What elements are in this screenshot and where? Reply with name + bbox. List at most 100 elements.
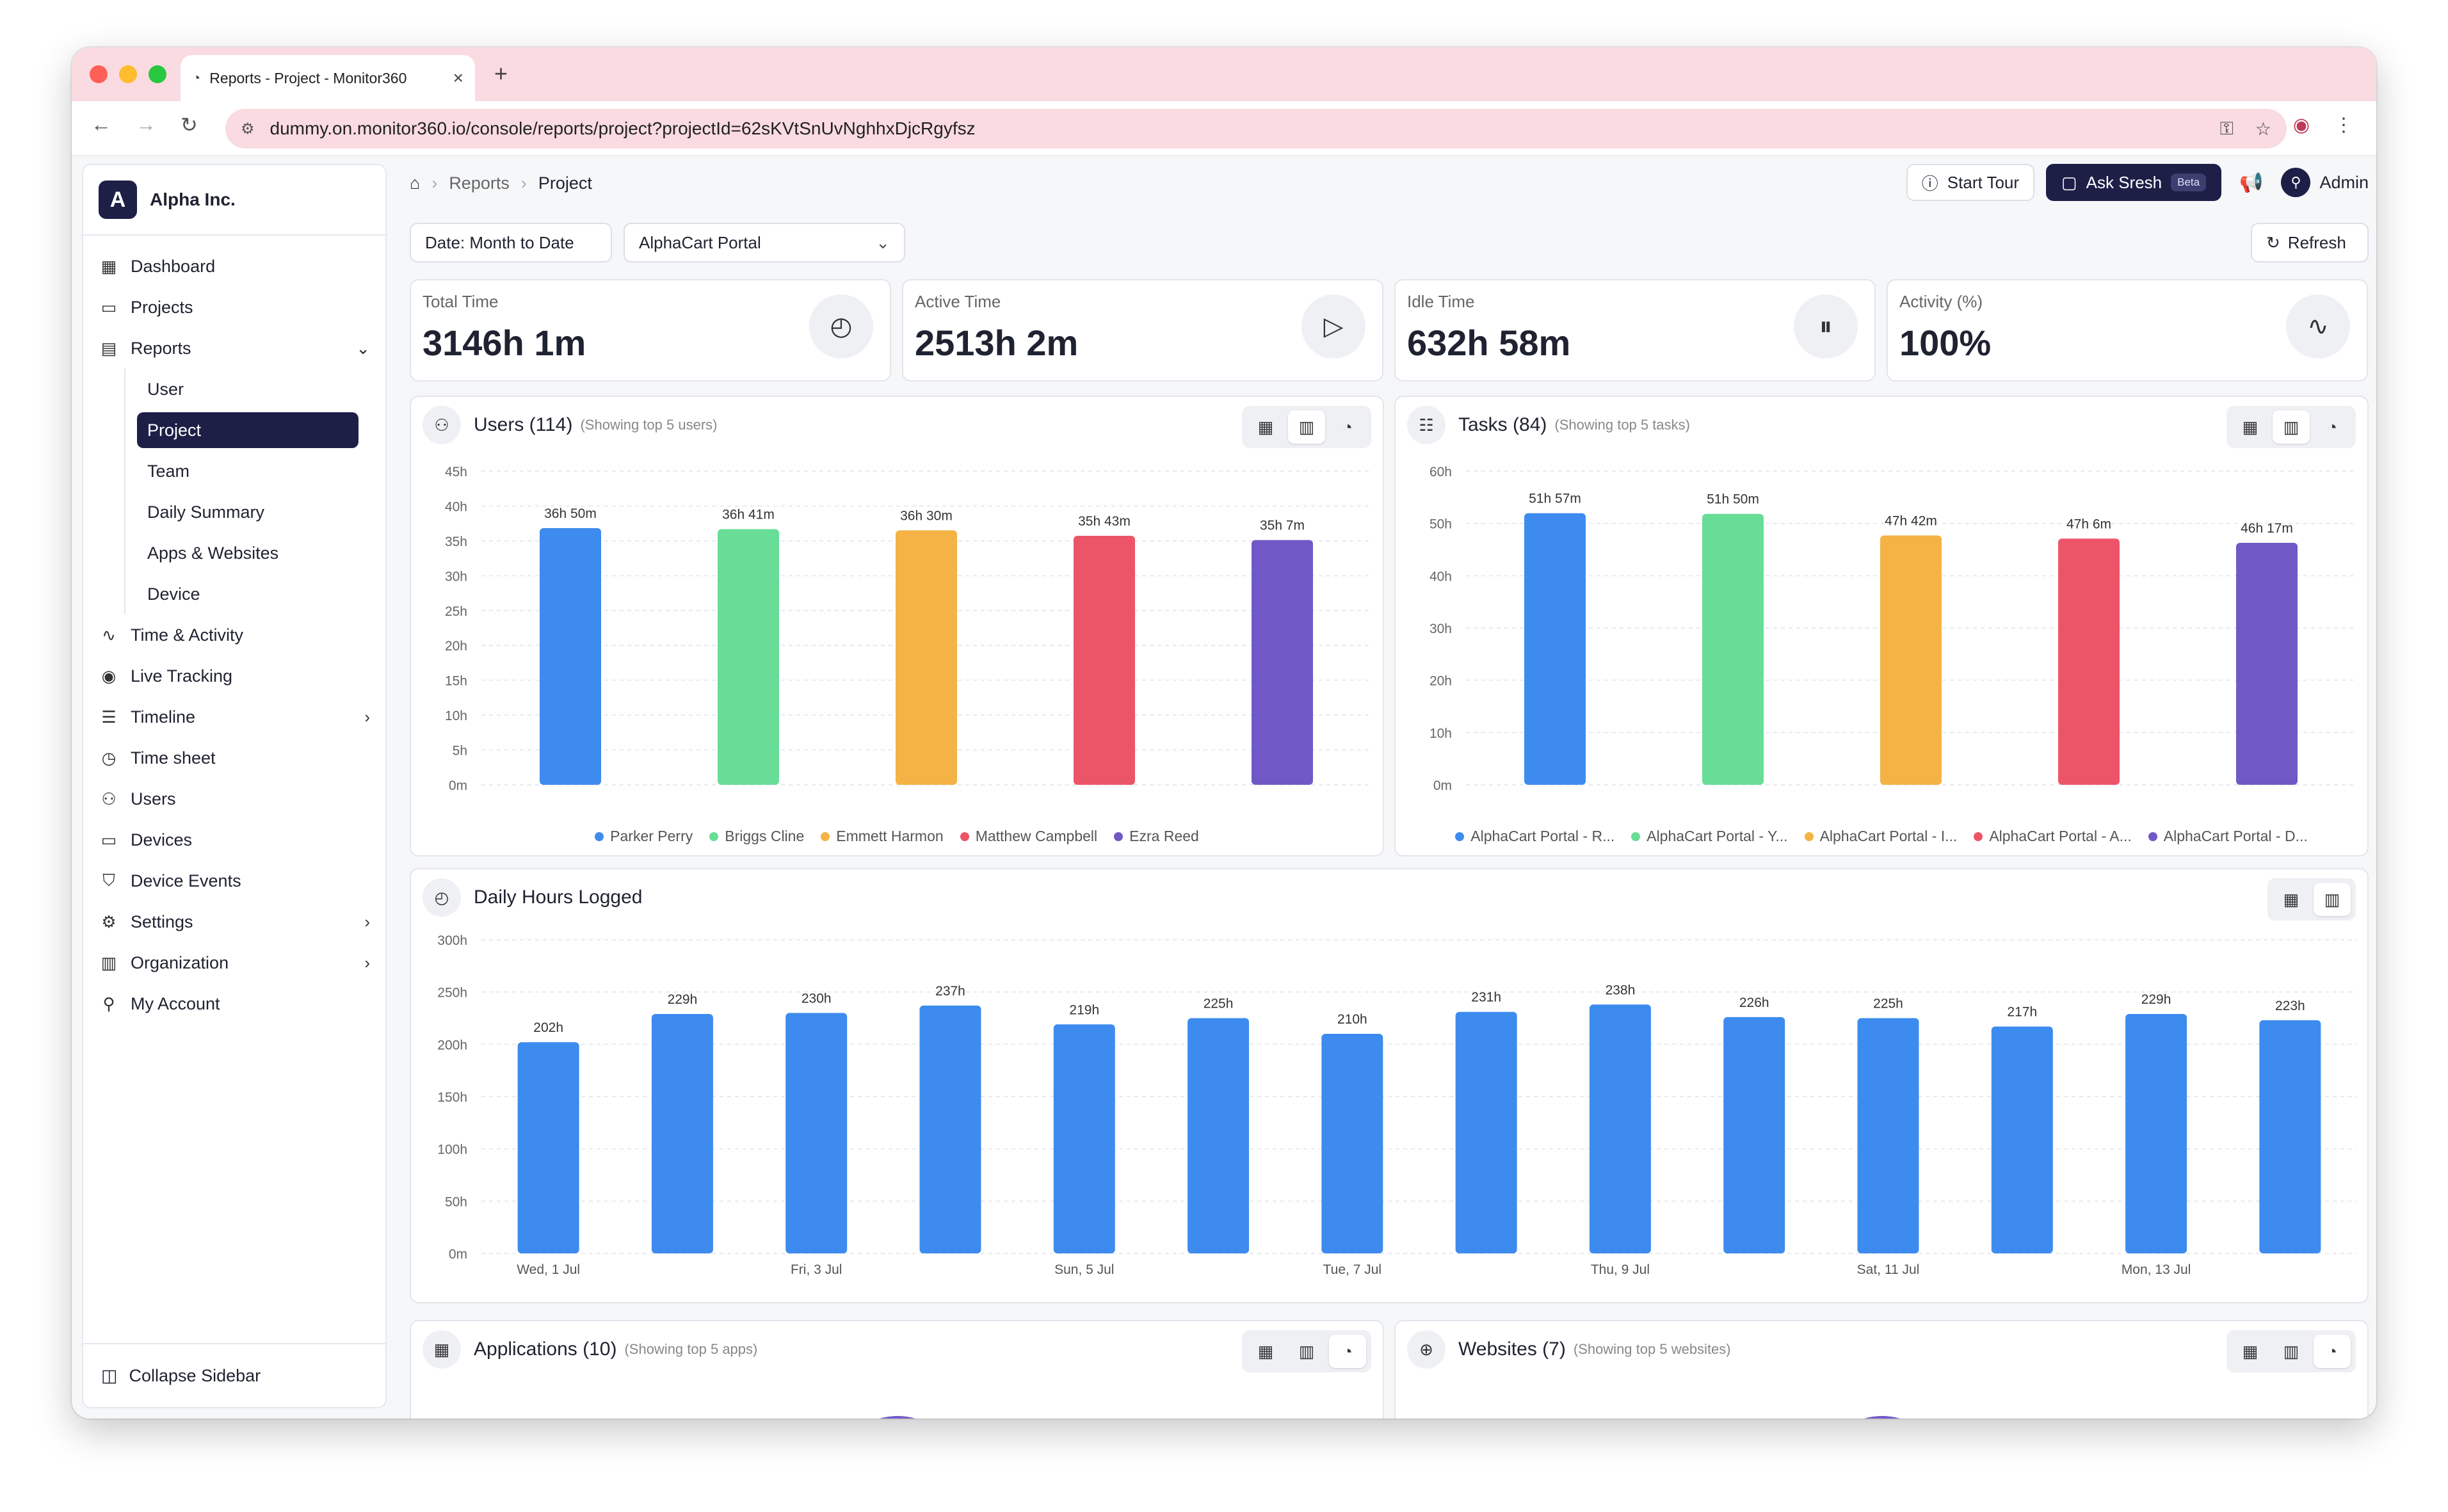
bar: [919, 1005, 981, 1253]
sidebar-item-live-tracking[interactable]: ◉ Live Tracking: [99, 655, 370, 696]
maximize-window-button[interactable]: [149, 65, 166, 83]
site-info-icon[interactable]: ⚙: [241, 120, 255, 138]
legend-swatch: [2148, 832, 2157, 841]
bar: [1074, 536, 1135, 785]
legend-item[interactable]: Parker Perry: [595, 828, 693, 845]
globe-icon: ⊕: [1407, 1330, 1445, 1369]
project-select[interactable]: AlphaCart Portal ⌄: [624, 223, 905, 262]
sidebar-item-dashboard[interactable]: ▦ Dashboard: [99, 246, 370, 287]
brand[interactable]: A Alpha Inc.: [83, 165, 385, 236]
sidebar-item-users[interactable]: ⚇ Users: [99, 778, 370, 819]
table-view-icon[interactable]: ▦: [1257, 1341, 1274, 1361]
announcement-icon[interactable]: 📢: [2239, 172, 2264, 193]
sidebar-item-projects[interactable]: ▭ Projects: [99, 287, 370, 328]
bookmark-star-icon[interactable]: ☆: [2255, 118, 2271, 139]
profile-icon[interactable]: ◉: [2292, 115, 2310, 136]
sidebar-item-label: Device Events: [131, 871, 241, 890]
avatar: ⚲: [2281, 168, 2311, 197]
view-toggle: ▦ ▥: [2267, 878, 2356, 921]
legend-item[interactable]: AlphaCart Portal - D...: [2148, 828, 2308, 845]
bar-chart-icon[interactable]: ▥: [2283, 1341, 2299, 1361]
data-label: 230h: [801, 991, 832, 1006]
sidebar-item-time-sheet[interactable]: ◷ Time sheet: [99, 737, 370, 778]
browser-menu-icon[interactable]: ⋮: [2334, 115, 2353, 136]
legend-item[interactable]: Matthew Campbell: [960, 828, 1097, 845]
user-menu[interactable]: ⚲ Admin: [2281, 168, 2369, 197]
legend-swatch: [1455, 832, 1465, 841]
bar: [1455, 1011, 1517, 1253]
legend-swatch: [595, 832, 604, 841]
legend-item[interactable]: AlphaCart Portal - R...: [1455, 828, 1615, 845]
legend-item[interactable]: AlphaCart Portal - A...: [1974, 828, 2132, 845]
header-actions: ⓘ Start Tour ▢ Ask Sresh Beta 📢 ⚲ Admin: [1906, 164, 2369, 201]
new-tab-button[interactable]: +: [494, 60, 508, 86]
sidebar-item-timeline[interactable]: ☰ Timeline ›: [99, 696, 370, 737]
browser-tab[interactable]: ◔ Reports - Project - Monitor360 ×: [181, 55, 475, 101]
key-icon[interactable]: ⚿: [2219, 118, 2234, 138]
table-view-icon[interactable]: ▦: [2242, 1341, 2259, 1361]
submenu-item-user[interactable]: User: [147, 379, 184, 399]
view-toggle: ▦ ▥ ◔: [2227, 1330, 2356, 1372]
legend-item[interactable]: Emmett Harmon: [821, 828, 944, 845]
tasks-icon: ☷: [1407, 406, 1445, 444]
ask-sresh-button[interactable]: ▢ Ask Sresh Beta: [2046, 164, 2222, 201]
table-view-icon[interactable]: ▦: [2242, 417, 2259, 437]
pie-chart-icon[interactable]: ◔: [2327, 417, 2337, 437]
submenu-item-project[interactable]: Project: [137, 412, 358, 448]
y-tick-label: 10h: [1429, 726, 1452, 741]
refresh-button[interactable]: ↻ Refresh: [2251, 223, 2369, 262]
breadcrumb-separator: ›: [520, 173, 527, 193]
sidebar-item-devices[interactable]: ▭ Devices: [99, 819, 370, 860]
sidebar-item-device-events[interactable]: ⛉ Device Events: [99, 860, 370, 901]
legend-label: Matthew Campbell: [975, 828, 1098, 844]
url-field[interactable]: ⚙ dummy.on.monitor360.io/console/reports…: [225, 109, 2287, 149]
reload-icon[interactable]: ↻: [181, 113, 198, 136]
data-label: 225h: [1204, 997, 1234, 1011]
pie-chart-icon[interactable]: ◔: [1329, 1335, 1366, 1368]
bar-chart-icon[interactable]: ▥: [1288, 410, 1325, 444]
pie-chart-icon[interactable]: ◔: [2314, 1335, 2351, 1368]
bar-chart-icon[interactable]: ▥: [1298, 1341, 1315, 1361]
submenu-item-daily-summary[interactable]: Daily Summary: [147, 502, 265, 522]
bar: [1702, 513, 1764, 785]
legend-label: Ezra Reed: [1129, 828, 1199, 844]
bar-chart-icon[interactable]: ▥: [2273, 410, 2310, 444]
minimize-window-button[interactable]: [119, 65, 137, 83]
sidebar-item-my-account[interactable]: ⚲ My Account: [99, 983, 370, 1024]
breadcrumb-reports[interactable]: Reports: [449, 173, 510, 193]
submenu-item-apps-websites[interactable]: Apps & Websites: [147, 543, 279, 563]
submenu-item-device[interactable]: Device: [147, 584, 200, 604]
forward-icon[interactable]: →: [136, 113, 156, 136]
sidebar-item-settings[interactable]: ⚙ Settings ›: [99, 901, 370, 942]
start-tour-button[interactable]: ⓘ Start Tour: [1906, 164, 2035, 201]
date-filter-button[interactable]: Date: Month to Date: [410, 223, 612, 262]
timeline-icon: ☰: [101, 707, 117, 727]
close-tab-icon[interactable]: ×: [453, 68, 463, 88]
close-window-button[interactable]: [90, 65, 108, 83]
refresh-label: Refresh: [2287, 232, 2346, 252]
y-tick-label: 150h: [437, 1090, 467, 1105]
back-icon[interactable]: ←: [91, 113, 111, 136]
panel-subtitle: (Showing top 5 tasks): [1554, 417, 1690, 433]
table-view-icon[interactable]: ▦: [2283, 889, 2299, 909]
home-icon[interactable]: ⌂: [410, 173, 421, 193]
pie-chart-icon[interactable]: ◔: [1342, 417, 1353, 437]
submenu-item-team[interactable]: Team: [147, 461, 190, 481]
applications-pie-chart: [833, 1416, 962, 1419]
data-label: 226h: [1739, 995, 1769, 1010]
websites-panel: ⊕ Websites (7) (Showing top 5 websites) ▦ ▥…: [1394, 1320, 2369, 1419]
table-view-icon[interactable]: ▦: [1257, 417, 1274, 437]
legend-item[interactable]: AlphaCart Portal - Y...: [1631, 828, 1788, 845]
legend-item[interactable]: Briggs Cline: [709, 828, 804, 845]
legend-item[interactable]: AlphaCart Portal - I...: [1804, 828, 1957, 845]
bar-chart-icon[interactable]: ▥: [2314, 883, 2351, 916]
legend-item[interactable]: Ezra Reed: [1114, 828, 1199, 845]
sidebar-item-time-activity[interactable]: ∿ Time & Activity: [99, 615, 370, 655]
report-icon: ▤: [101, 338, 117, 358]
sidebar-item-reports[interactable]: ▤ Reports ⌄: [99, 328, 370, 369]
y-tick-label: 0m: [449, 1247, 467, 1262]
panel-subtitle: (Showing top 5 apps): [624, 1341, 758, 1357]
data-label: 35h 7m: [1260, 519, 1305, 533]
collapse-sidebar-button[interactable]: ◫ Collapse Sidebar: [83, 1343, 385, 1407]
sidebar-item-organization[interactable]: ▥ Organization ›: [99, 942, 370, 983]
